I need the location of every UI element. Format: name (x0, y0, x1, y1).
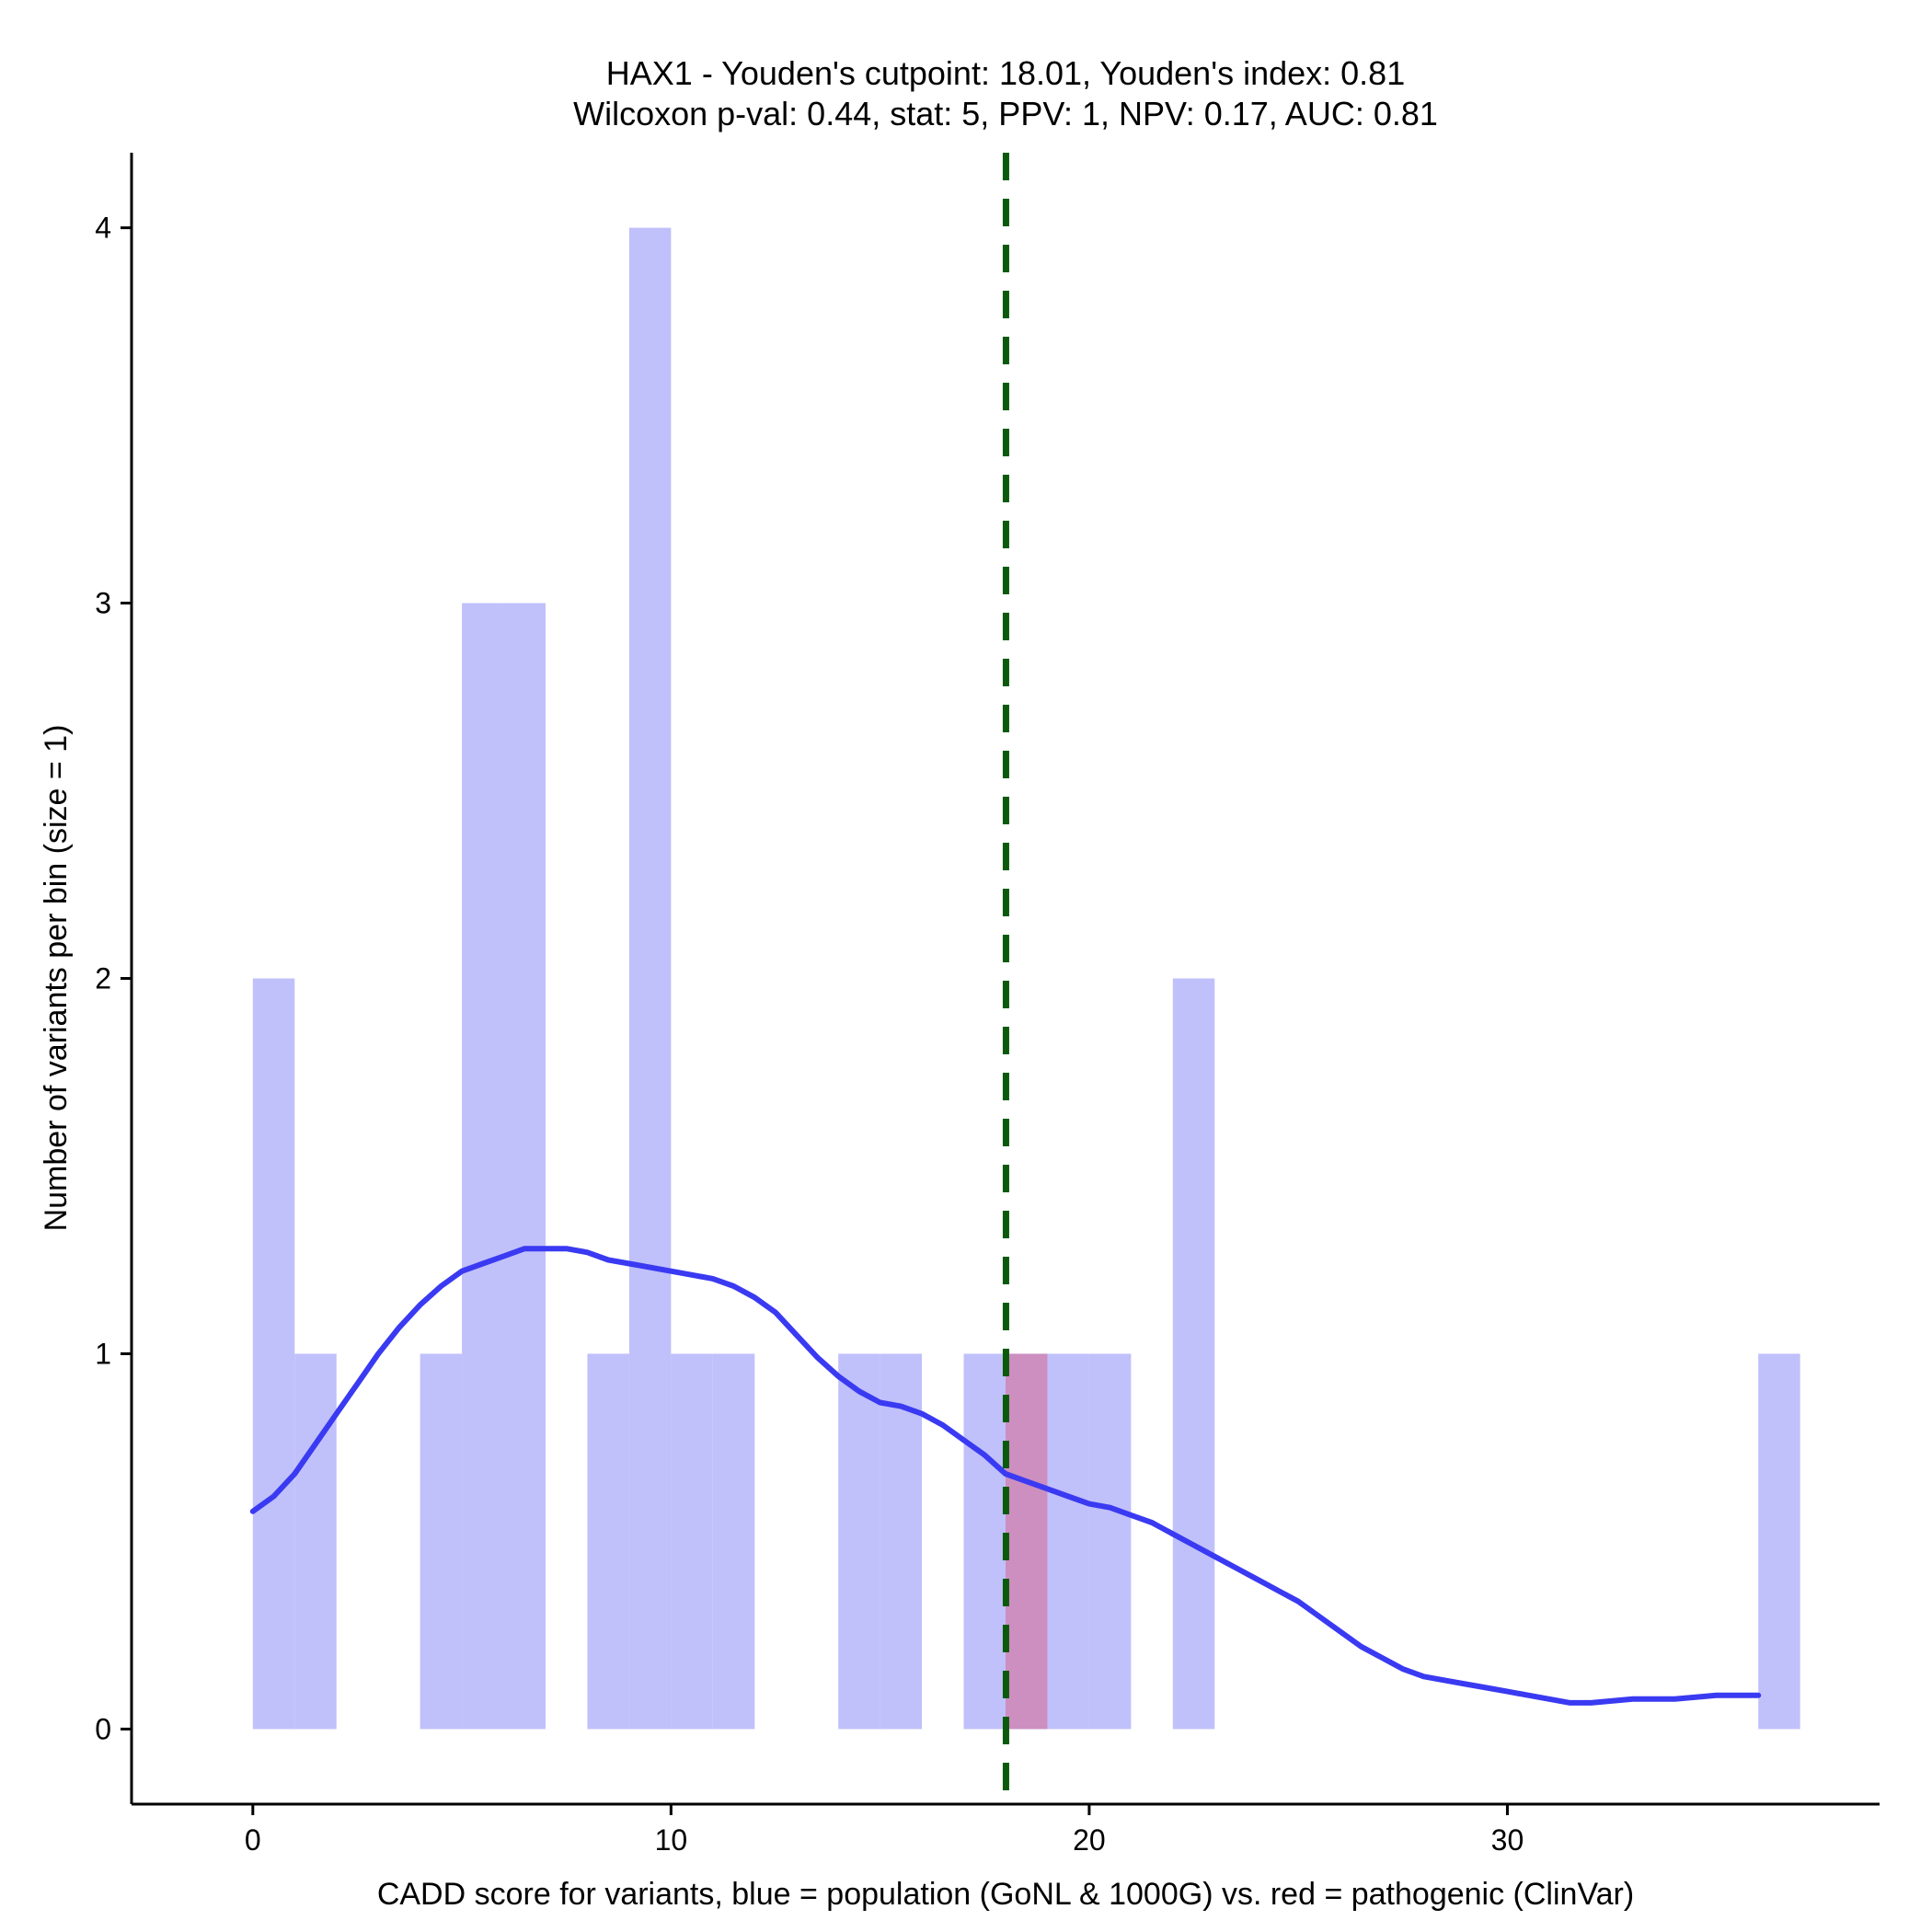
population-bar (838, 1353, 880, 1730)
y-axis-label: Number of variants per bin (size = 1) (39, 725, 74, 1232)
y-tick-label: 0 (95, 1712, 111, 1745)
pathogenic-bar (1006, 1353, 1048, 1730)
population-bar (628, 227, 672, 1730)
population-bar (880, 1353, 923, 1730)
y-tick-label: 1 (95, 1337, 111, 1370)
population-bar (712, 1353, 755, 1730)
y-tick-label: 3 (95, 587, 111, 620)
y-tick-label: 2 (95, 962, 111, 995)
x-tick-label: 0 (245, 1823, 261, 1857)
population-bar (671, 1353, 713, 1730)
tick-labels: 0 10 20 30 0 1 2 3 4 (95, 212, 1524, 1857)
population-bar (252, 978, 295, 1730)
population-bar (1047, 1353, 1089, 1730)
population-bar (420, 1353, 463, 1730)
density-curve (249, 1246, 1762, 1706)
x-axis-label: CADD score for variants, blue = populati… (377, 1877, 1634, 1912)
density-curve-group (249, 1246, 1762, 1706)
population-bar (963, 1353, 1006, 1730)
chart-title: HAX1 - Youden's cutpoint: 18.01, Youden'… (606, 54, 1405, 92)
population-bar (294, 1353, 337, 1730)
x-tick-label: 20 (1073, 1823, 1106, 1857)
population-bar (1758, 1353, 1800, 1730)
population-bar (587, 1353, 629, 1730)
x-tick-label: 10 (655, 1823, 688, 1857)
pathogenic-bars (1006, 1353, 1048, 1730)
chart-subtitle: Wilcoxon p-val: 0.44, stat: 5, PPV: 1, N… (573, 95, 1438, 132)
population-bar (462, 603, 504, 1730)
population-bar (1088, 1353, 1132, 1730)
axes (121, 153, 1880, 1815)
population-bar (503, 603, 546, 1730)
x-tick-label: 30 (1491, 1823, 1524, 1857)
population-bar (1172, 978, 1215, 1730)
y-tick-label: 4 (95, 212, 111, 245)
